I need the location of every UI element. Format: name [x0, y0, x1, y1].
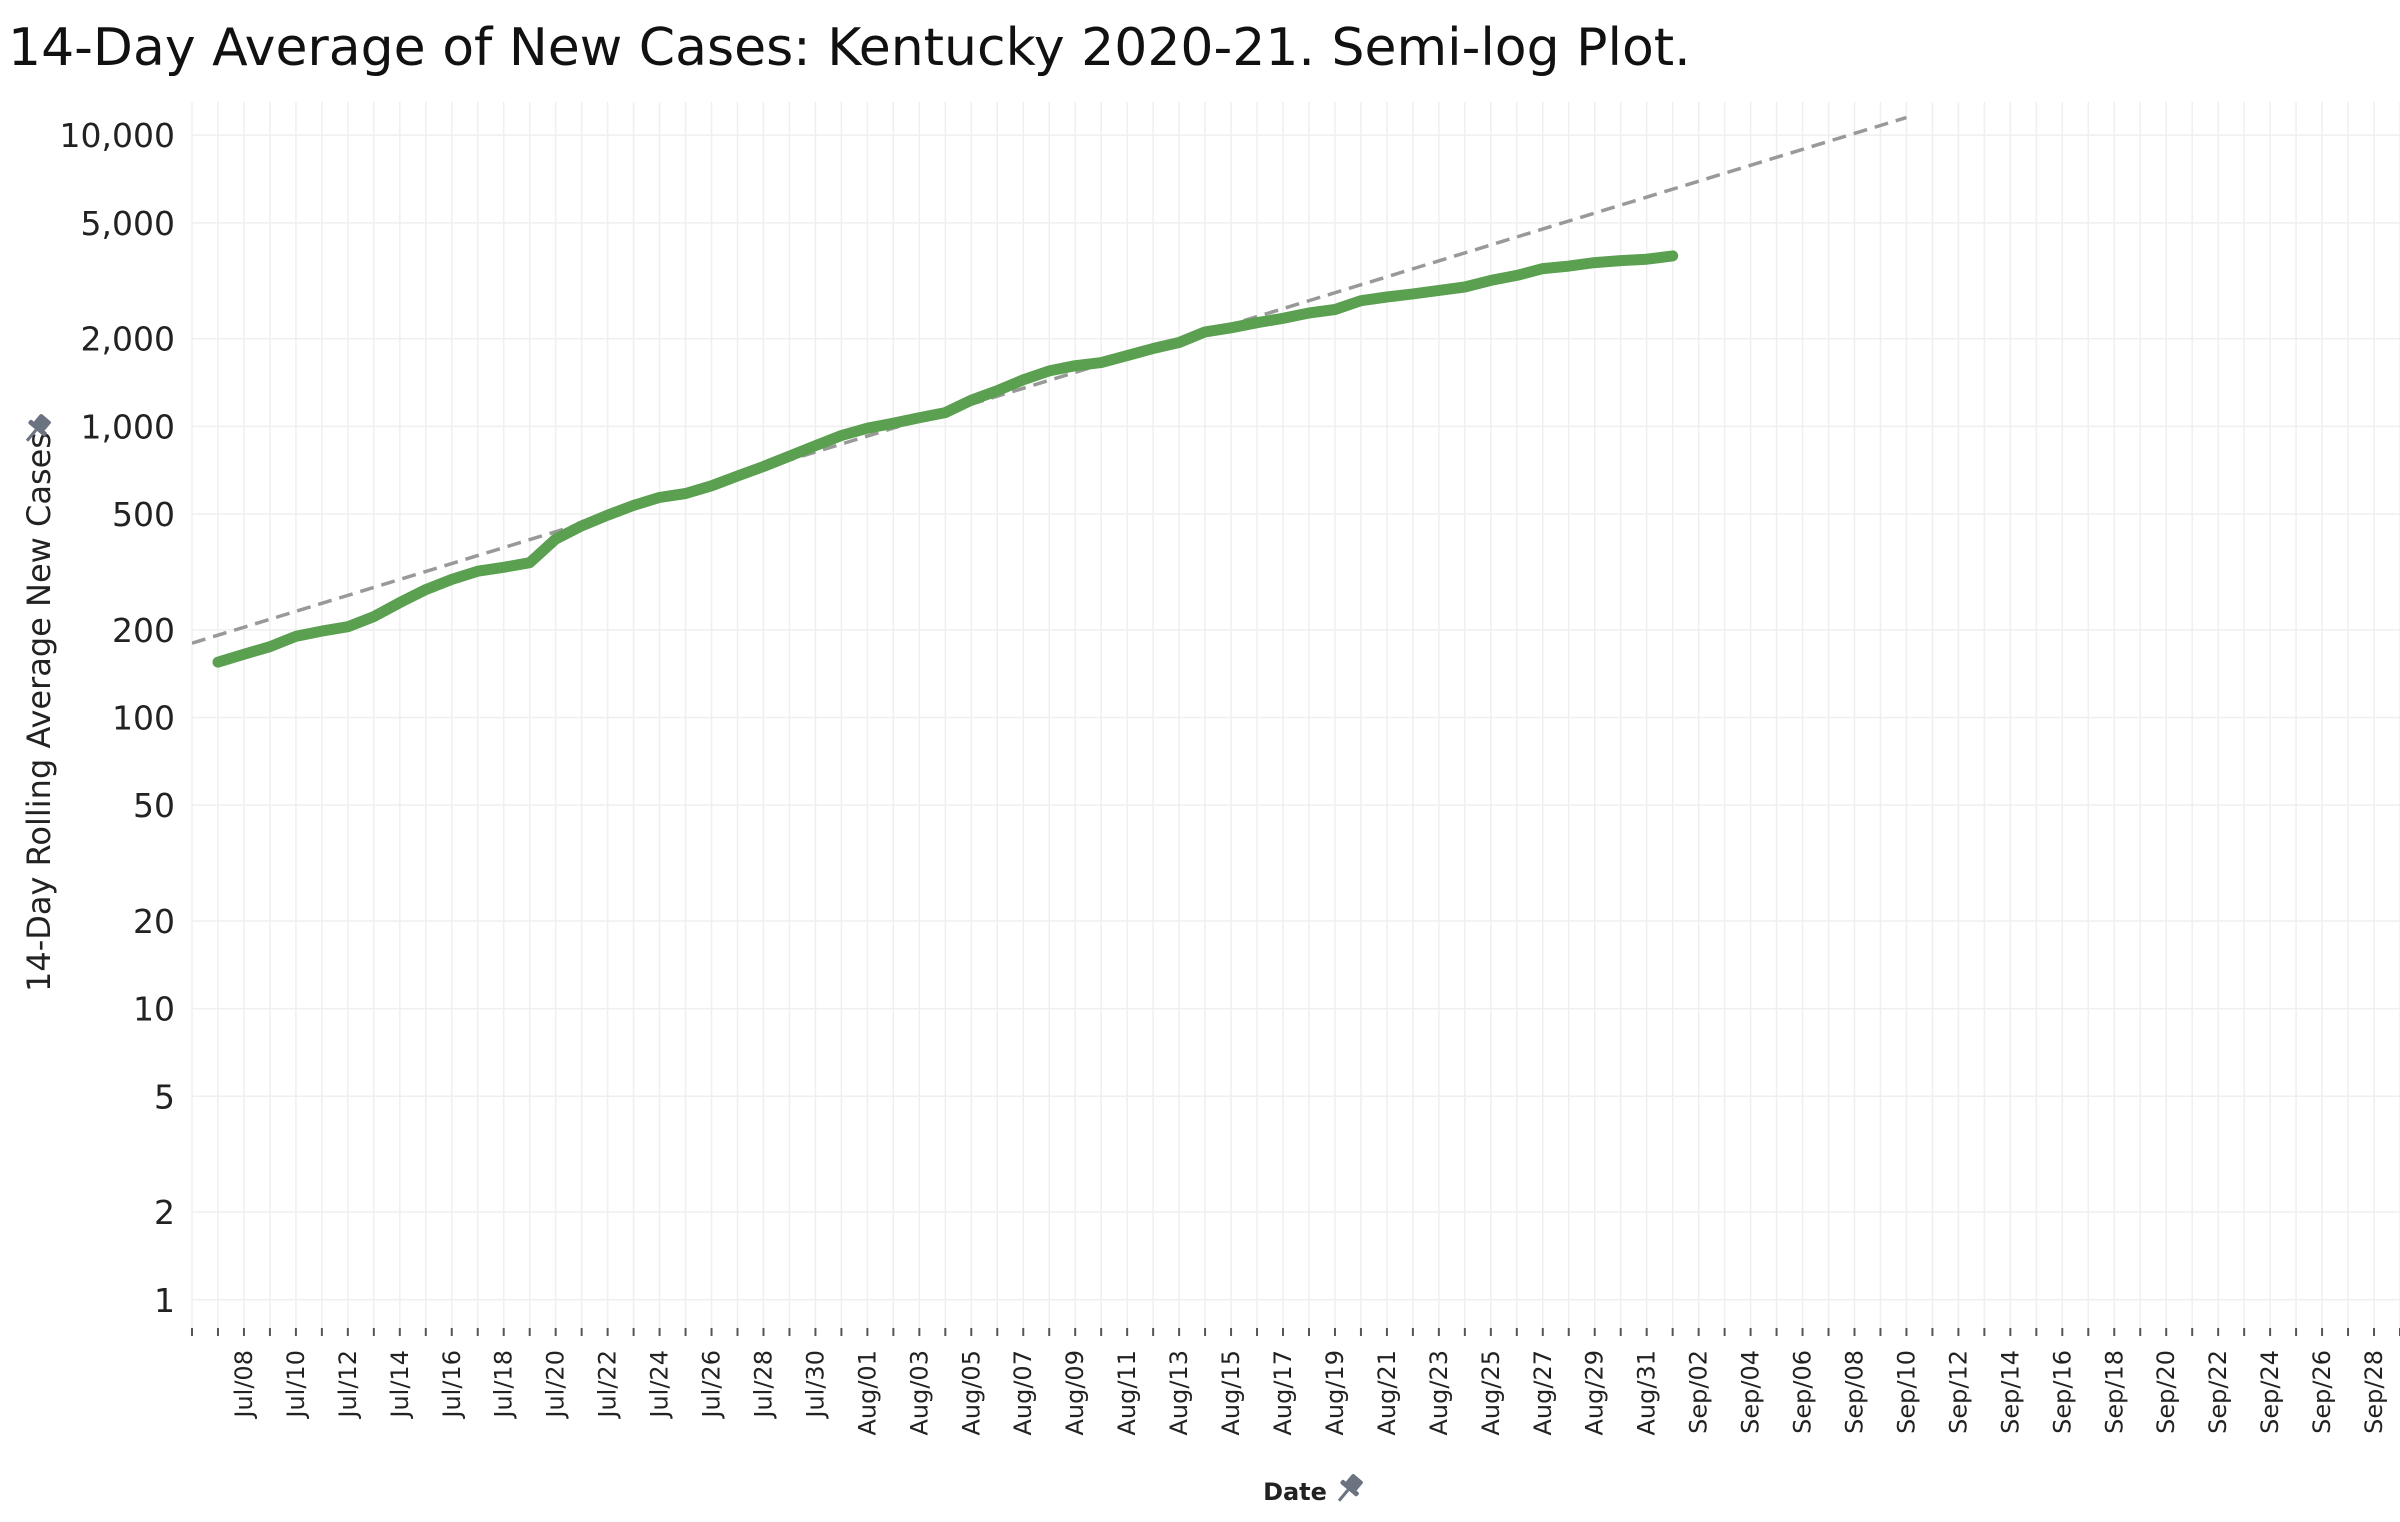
x-tick-label: Jul/08: [230, 1350, 258, 1420]
x-tick-label: Sep/28: [2360, 1350, 2388, 1434]
x-tick-label: Jul/10: [282, 1350, 310, 1420]
x-tick-label: Jul/20: [542, 1350, 570, 1420]
x-tick-label: Aug/23: [1425, 1350, 1453, 1436]
series-line-new-cases: [212, 250, 1679, 668]
grid: [191, 102, 2400, 1328]
x-tick-label: Jul/24: [646, 1350, 674, 1420]
plot-background: [192, 102, 2400, 1328]
x-tick-label: Aug/19: [1321, 1350, 1349, 1436]
x-tick-label: Aug/01: [853, 1350, 881, 1436]
x-tick-label: Aug/09: [1061, 1350, 1089, 1436]
y-tick-label: 100: [112, 698, 175, 737]
y-tick-label: 50: [133, 786, 175, 825]
x-tick-label: Sep/18: [2100, 1350, 2128, 1434]
x-tick-label: Sep/12: [1944, 1350, 1972, 1434]
y-tick-label: 20: [133, 902, 175, 941]
x-tick-label: Aug/03: [905, 1350, 933, 1436]
y-tick-label: 5,000: [81, 204, 175, 243]
y-tick-label: 200: [112, 611, 175, 650]
y-tick-label: 5: [154, 1077, 175, 1116]
x-tick-label: Aug/17: [1269, 1350, 1297, 1436]
x-tick-label: Sep/06: [1789, 1350, 1817, 1434]
x-tick-label: Sep/10: [1892, 1350, 1920, 1434]
x-tick-label: Sep/26: [2308, 1350, 2336, 1434]
y-tick-label: 10,000: [60, 116, 175, 155]
x-tick-label: Aug/15: [1217, 1350, 1245, 1436]
x-tick-label: Jul/28: [749, 1350, 777, 1420]
x-tick-label: Jul/14: [386, 1350, 414, 1420]
y-axis-pin-icon: [25, 414, 51, 442]
x-tick-label: Jul/16: [438, 1350, 466, 1420]
x-tick-label: Jul/26: [698, 1350, 726, 1420]
y-tick-label: 2: [154, 1193, 175, 1232]
x-tick-label: Aug/05: [957, 1350, 985, 1436]
x-tick-label: Sep/22: [2204, 1350, 2232, 1434]
x-tick-label: Sep/04: [1737, 1350, 1765, 1434]
x-tick-label: Aug/07: [1009, 1350, 1037, 1436]
x-axis-pin-icon: [1337, 1474, 1363, 1502]
y-axis: 1 2 5 10 20 50 100 200 500 1,000 2,000 5,000 10,000: [60, 116, 175, 1320]
chart-title: 14-Day Average of New Cases: Kentucky 20…: [8, 18, 1691, 78]
y-tick-label: 2,000: [81, 320, 175, 359]
x-tick-label: Sep/14: [1996, 1350, 2024, 1434]
x-tick-label: Sep/16: [2048, 1350, 2076, 1434]
series: [192, 115, 1907, 668]
x-axis: Jul/08 Jul/10 Jul/12 Jul/14 Jul/16 Jul/18 Jul/…: [191, 1328, 2400, 1436]
x-tick-label: Aug/29: [1581, 1350, 1609, 1436]
x-tick-label: Aug/25: [1477, 1350, 1505, 1436]
y-axis-label: 14-Day Rolling Average New Cases: [20, 432, 58, 992]
x-tick-label: Jul/22: [594, 1350, 622, 1420]
y-tick-label: 1,000: [81, 407, 175, 446]
x-tick-label: Jul/30: [801, 1350, 829, 1420]
x-tick-label: Aug/21: [1373, 1350, 1401, 1436]
x-axis-label: Date: [1263, 1478, 1327, 1506]
y-tick-label: 10: [133, 990, 175, 1029]
trend-line: [192, 115, 1907, 645]
x-tick-label: Jul/12: [334, 1350, 362, 1420]
x-tick-label: Aug/11: [1113, 1350, 1141, 1436]
x-tick-label: Sep/02: [1685, 1350, 1713, 1434]
x-tick-label: Sep/20: [2152, 1350, 2180, 1434]
x-tick-label: Aug/27: [1529, 1350, 1557, 1436]
x-tick-label: Aug/13: [1165, 1350, 1193, 1436]
x-tick-label: Jul/18: [490, 1350, 518, 1420]
y-tick-label: 1: [154, 1281, 175, 1320]
x-tick-label: Sep/08: [1840, 1350, 1868, 1434]
y-tick-label: 500: [112, 495, 175, 534]
x-tick-label: Aug/31: [1633, 1350, 1661, 1436]
x-tick-label: Sep/24: [2256, 1350, 2284, 1434]
